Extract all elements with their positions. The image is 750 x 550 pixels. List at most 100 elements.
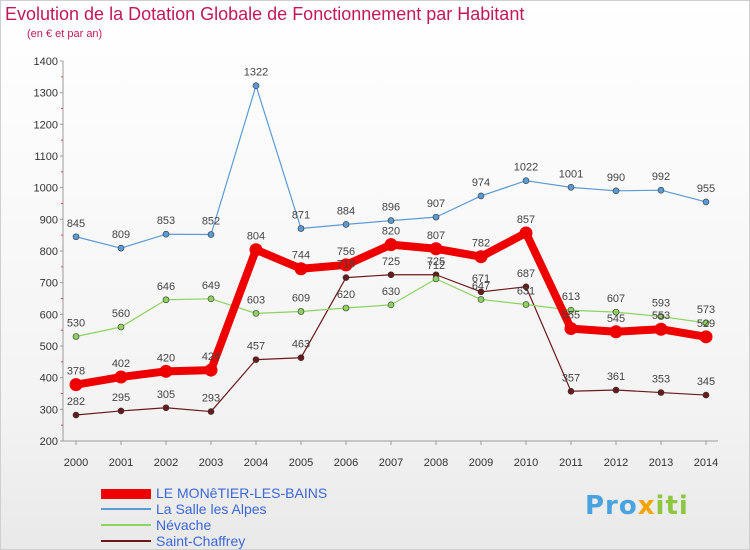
data-point: [519, 226, 533, 240]
x-tick-label: 2007: [379, 457, 403, 469]
x-tick-label: 2014: [694, 457, 718, 469]
data-label: 361: [607, 371, 625, 383]
data-label: 809: [112, 229, 130, 241]
data-label: 896: [382, 202, 400, 214]
data-label: 603: [247, 294, 265, 306]
data-point: [657, 313, 665, 320]
y-tick-label: 1400: [34, 56, 58, 68]
data-point: [207, 408, 215, 415]
data-point: [387, 301, 395, 309]
y-tick-label: 200: [40, 436, 58, 448]
data-point: [657, 186, 665, 194]
data-point: [162, 230, 170, 238]
data-point: [72, 233, 80, 241]
data-label: 357: [562, 372, 580, 384]
data-point: [654, 322, 668, 336]
data-label: 353: [652, 374, 670, 386]
data-point: [117, 407, 125, 415]
data-point: [339, 258, 353, 272]
data-label: 671: [472, 273, 490, 285]
data-point: [612, 308, 620, 316]
y-tick-label: 1300: [34, 88, 58, 100]
data-label: 607: [607, 293, 625, 305]
x-tick-label: 2010: [514, 457, 538, 469]
data-label: 1001: [559, 168, 583, 180]
y-tick-label: 800: [40, 246, 58, 258]
data-point: [612, 386, 620, 394]
data-label: 804: [247, 231, 265, 243]
data-point: [522, 177, 530, 184]
x-tick-label: 2000: [64, 457, 88, 469]
data-point: [117, 323, 125, 331]
x-tick-label: 2002: [154, 457, 178, 469]
data-point: [72, 411, 80, 419]
data-point: [477, 192, 485, 200]
data-label: 282: [67, 396, 85, 408]
data-point: [564, 322, 578, 336]
data-point: [297, 354, 305, 362]
data-label: 687: [517, 268, 535, 280]
data-point: [702, 319, 710, 327]
data-label: 378: [67, 366, 85, 378]
data-label: 630: [382, 286, 400, 298]
data-point: [702, 198, 710, 206]
legend-swatch: [101, 540, 151, 542]
data-point: [522, 283, 530, 291]
data-point: [297, 308, 305, 315]
proxiti-logo: Proxiti: [585, 491, 689, 521]
data-point: [612, 187, 620, 195]
data-point: [477, 288, 485, 296]
data-label: 871: [292, 210, 310, 222]
data-label: 463: [292, 339, 310, 351]
data-point: [249, 243, 263, 257]
data-label: 305: [157, 389, 175, 401]
data-point: [297, 225, 305, 232]
x-tick-label: 2004: [244, 457, 268, 469]
x-tick-label: 2001: [109, 457, 133, 469]
data-label: 420: [157, 352, 175, 364]
data-point: [252, 82, 260, 89]
y-tick-label: 600: [40, 309, 58, 321]
legend-swatch: [101, 489, 151, 499]
data-label: 424: [202, 351, 220, 363]
data-label: 990: [607, 172, 625, 184]
legend-label: Saint-Chaffrey: [156, 533, 246, 549]
data-label: 853: [157, 215, 175, 227]
data-label: 744: [292, 250, 310, 262]
y-tick-label: 300: [40, 404, 58, 416]
data-label: 609: [292, 292, 310, 304]
x-tick-label: 2008: [424, 457, 448, 469]
data-label: 857: [517, 214, 535, 226]
data-label: 555: [562, 310, 580, 322]
data-point: [387, 271, 395, 279]
data-label: 613: [562, 291, 580, 303]
data-point: [567, 387, 575, 395]
data-label: 293: [202, 393, 220, 405]
data-label: 955: [697, 183, 715, 195]
legend-label: Névache: [156, 517, 212, 533]
data-label: 1322: [244, 67, 268, 79]
data-label: 884: [337, 205, 355, 217]
data-point: [114, 370, 128, 384]
chart-title: Evolution de la Dotation Globale de Fonc…: [5, 4, 525, 24]
data-point: [207, 295, 215, 303]
data-point: [567, 184, 575, 191]
data-point: [342, 304, 350, 312]
legend-swatch: [101, 508, 151, 510]
data-point: [162, 404, 170, 412]
data-point: [342, 221, 350, 228]
data-label: 725: [427, 256, 445, 268]
data-label: 530: [67, 318, 85, 330]
data-point: [609, 325, 623, 339]
data-label: 402: [112, 358, 130, 370]
data-point: [699, 330, 713, 344]
y-tick-label: 1200: [34, 119, 58, 131]
data-point: [207, 231, 215, 238]
data-label: 560: [112, 308, 130, 320]
data-point: [657, 389, 665, 396]
data-label: 345: [697, 376, 715, 388]
y-tick-label: 500: [40, 341, 58, 353]
data-point: [474, 250, 488, 264]
data-label: 553: [652, 310, 670, 322]
